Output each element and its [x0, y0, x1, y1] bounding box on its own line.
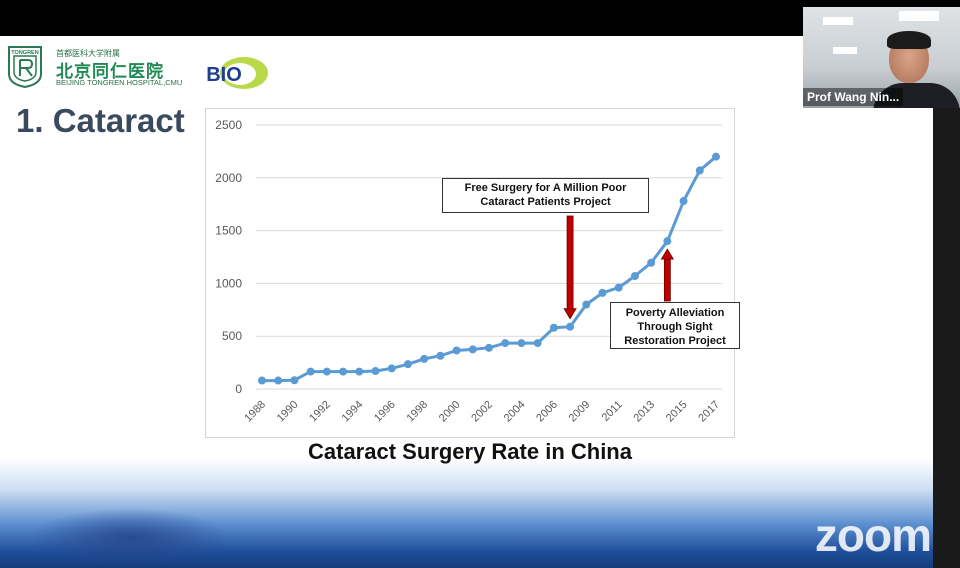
x-tick-label: 1996 [372, 399, 398, 425]
data-point [355, 367, 364, 376]
data-point [533, 339, 542, 348]
cataract-line-chart: 0 500 1000 1500 2000 2500 1988 1990 1992 1994 199… [205, 108, 735, 438]
data-point [712, 152, 720, 161]
data-point [339, 367, 348, 376]
data-point [566, 322, 575, 331]
data-point [306, 367, 315, 376]
data-point [598, 288, 607, 297]
x-tick-label: 1998 [404, 399, 430, 425]
tongren-seal-icon: TONGREN [6, 44, 44, 88]
data-point [501, 339, 510, 348]
x-tick-label: 1988 [242, 399, 268, 425]
chart-gridlines [256, 124, 722, 390]
slide-title: 1. Cataract [16, 102, 185, 139]
x-tick-label: 1994 [340, 399, 366, 425]
chart-caption-text: Cataract Surgery Rate in China [308, 439, 632, 464]
ceiling-light [823, 17, 853, 25]
chart-annotation-arrows [563, 215, 675, 320]
data-point [274, 376, 283, 385]
data-point [403, 360, 412, 369]
data-point [517, 339, 526, 348]
slide-footer-glow [30, 508, 230, 568]
annotation-arrow-shaft [663, 258, 671, 302]
data-point [258, 376, 266, 385]
chart-series [258, 152, 720, 385]
y-tick-label: 2000 [215, 171, 242, 185]
data-point [614, 283, 623, 292]
data-point [371, 367, 380, 376]
x-tick-label: 2017 [696, 399, 722, 425]
y-tick-label: 1000 [215, 276, 242, 290]
annotation-arrow-shaft [566, 215, 574, 310]
data-point [436, 351, 445, 360]
x-tick-label: 1992 [307, 399, 333, 425]
x-tick-label: 2002 [469, 399, 495, 425]
data-point [420, 354, 429, 363]
data-point [322, 367, 331, 376]
ceiling-light [899, 11, 939, 21]
y-tick-label: 1500 [215, 224, 242, 238]
data-point [695, 166, 704, 175]
participant-hair [887, 31, 931, 49]
chart-y-ticks: 0 500 1000 1500 2000 2500 [215, 118, 242, 396]
chart-x-ticks: 1988 1990 1992 1994 1996 1998 2000 2002 2004 2006… [242, 399, 722, 425]
right-side-bar [933, 108, 960, 568]
data-point [485, 343, 493, 352]
hospital-affiliation: 首都医科大学附属 [56, 49, 120, 58]
data-point [387, 364, 396, 373]
bio-logo: BIO [200, 54, 270, 92]
participant-video-tile[interactable]: Prof Wang Nin... [803, 7, 960, 108]
data-point [468, 345, 477, 354]
x-tick-label: 2000 [437, 399, 463, 425]
data-point [647, 258, 656, 267]
x-tick-label: 2004 [502, 399, 528, 425]
hospital-name-cn: 北京同仁医院 [56, 62, 164, 81]
zoom-watermark: zoom [814, 509, 932, 561]
bio-logo-text: BIO [206, 64, 242, 86]
seal-text: TONGREN [11, 50, 38, 56]
x-tick-label: 2011 [600, 399, 625, 424]
annotation-poverty-alleviation: Poverty Alleviation Through Sight Restor… [610, 302, 740, 349]
shared-slide: TONGREN 首都医科大学附属 北京同仁医院 BEIJING TONGREN … [0, 36, 933, 568]
ceiling-light [833, 47, 857, 54]
chart-caption: Cataract Surgery Rate in China [0, 439, 933, 465]
annotation-arrow-head [563, 308, 577, 320]
data-point [630, 272, 639, 281]
data-point [663, 237, 672, 246]
annotation-free-surgery: Free Surgery for A Million Poor Cataract… [442, 178, 649, 213]
x-tick-label: 2009 [567, 399, 593, 425]
data-point [582, 300, 591, 309]
annotation-arrow-head [660, 248, 675, 260]
y-tick-label: 0 [235, 382, 242, 396]
data-point [679, 197, 688, 206]
y-tick-label: 2500 [215, 118, 242, 132]
participant-name: Prof Wang Nin... [803, 88, 904, 106]
x-tick-label: 2006 [534, 399, 560, 425]
y-tick-label: 500 [222, 329, 242, 343]
data-point [290, 376, 299, 385]
x-tick-label: 2013 [631, 399, 657, 425]
data-point [452, 346, 461, 355]
x-tick-label: 2015 [664, 399, 690, 425]
data-point [549, 323, 558, 332]
x-tick-label: 1990 [275, 399, 301, 425]
hospital-name-en: BEIJING TONGREN HOSPITAL,CMU [56, 78, 183, 87]
participant-body [873, 83, 960, 108]
